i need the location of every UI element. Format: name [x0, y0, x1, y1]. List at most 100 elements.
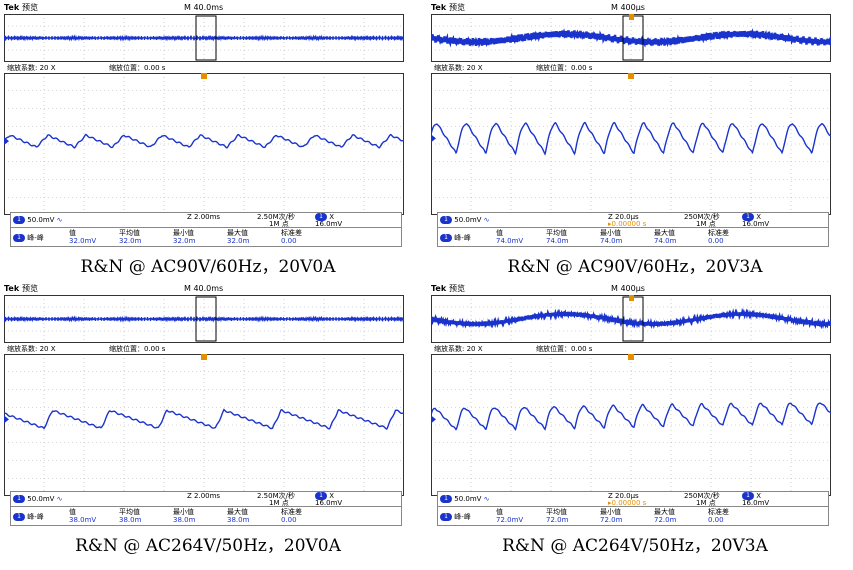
sample-rate: 250M次/秒: [684, 492, 720, 500]
record-points: 1M 点: [696, 499, 716, 507]
zoom-trace: [4, 408, 404, 430]
header-min: 最小值: [600, 229, 621, 237]
trigger-source: 1 X: [315, 492, 334, 500]
value-mean: 72.0m: [546, 516, 569, 524]
header-stddev: 标准差: [281, 508, 302, 516]
trigger-channel-badge: 1: [315, 492, 327, 500]
scope-header: Tek 预览 M 40.0ms: [4, 2, 412, 14]
header-min: 最小值: [173, 229, 194, 237]
measure-channel-badge: 1: [440, 513, 452, 521]
channel-scale: 1 50.0mV ∿: [440, 216, 490, 224]
panel-caption: R&N @ AC90V/60Hz，20V0A: [80, 257, 336, 277]
status-box: 1 50.0mV ∿ Z 2.00ms 2.50M次/秒 1M 点 1 X 16…: [10, 212, 402, 228]
zoom-screen: [431, 73, 831, 215]
channel-scale: 1 50.0mV ∿: [440, 495, 490, 503]
channel-1-badge: 1: [13, 495, 25, 503]
header-min: 最小值: [173, 508, 194, 516]
header-mean: 平均值: [119, 508, 140, 516]
measurement-box: 1 峰-峰 值 平均值 最小值 最大值 标准差 38.0mV 38.0m 38.…: [10, 506, 402, 526]
bandwidth-icon: ∿: [56, 216, 63, 224]
zoom-position-label: 缩放位置：0.00 s: [109, 345, 166, 353]
measure-channel-badge: 1: [440, 234, 452, 242]
measure-type: 1 峰-峰: [440, 234, 471, 242]
zoom-window: [195, 15, 217, 61]
value-current: 38.0mV: [69, 516, 97, 524]
overview-trace: [431, 307, 831, 330]
scope-panel-3: Tek 预览 M 40.0ms 缩放系数: 20 X 缩放位置：0.00 s 1…: [4, 283, 412, 563]
value-max: 38.0m: [227, 516, 250, 524]
scope-header: Tek 预览 M 400µs: [431, 2, 839, 14]
header-max: 最大值: [227, 508, 248, 516]
timebase-label: M 40.0ms: [184, 284, 224, 293]
overview-screen: [4, 295, 404, 343]
value-current: 72.0mV: [496, 516, 524, 524]
sample-rate: 2.50M次/秒: [257, 213, 295, 221]
status-box: 1 50.0mV ∿ Z 2.00ms 2.50M次/秒 1M 点 1 X 16…: [10, 491, 402, 507]
brand-label: Tek: [4, 284, 20, 293]
overview-trace: [431, 28, 831, 49]
zoom-screen: [431, 354, 831, 496]
trigger-marker-icon: [629, 14, 634, 20]
trigger-channel-badge: 1: [315, 213, 327, 221]
brand-label: Tek: [4, 3, 20, 12]
trigger-source: 1 X: [742, 492, 761, 500]
channel-scale: 1 50.0mV ∿: [13, 495, 63, 503]
mode-label: 预览: [22, 284, 38, 293]
measurement-box: 1 峰-峰 值 平均值 最小值 最大值 标准差 74.0mV 74.0m 74.…: [437, 227, 829, 247]
channel-scale: 1 50.0mV ∿: [13, 216, 63, 224]
sample-rate: 2.50M次/秒: [257, 492, 295, 500]
measure-channel-badge: 1: [13, 513, 25, 521]
trigger-level: 16.0mV: [742, 220, 770, 228]
bandwidth-icon: ∿: [56, 495, 63, 503]
channel-1-badge: 1: [440, 495, 452, 503]
header-mean: 平均值: [119, 229, 140, 237]
trigger-level: 16.0mV: [742, 499, 770, 507]
zoom-window: [195, 296, 217, 342]
header-value: 值: [69, 229, 76, 237]
zoom-bar: 缩放系数: 20 X 缩放位置：0.00 s: [4, 63, 412, 73]
value-max: 72.0m: [654, 516, 677, 524]
zoom-position-label: 缩放位置：0.00 s: [536, 345, 593, 353]
record-points: 1M 点: [269, 220, 289, 228]
trigger-source: 1 X: [315, 213, 334, 221]
zoom-time: Z 2.00ms: [187, 492, 221, 500]
header-stddev: 标准差: [281, 229, 302, 237]
sample-rate: 250M次/秒: [684, 213, 720, 221]
timebase-label: M 400µs: [611, 3, 645, 12]
trigger-t-icon: [628, 73, 634, 79]
channel-marker-icon: [4, 316, 8, 322]
zoom-factor-label: 缩放系数: 20 X: [434, 345, 483, 353]
zoom-time: Z 20.0µs: [608, 492, 639, 500]
status-box: 1 50.0mV ∿ Z 20.0µs ▸0.00000 s 250M次/秒 1…: [437, 212, 829, 228]
measure-channel-badge: 1: [13, 234, 25, 242]
zoom-trace: [431, 121, 831, 156]
value-mean: 32.0m: [119, 237, 142, 245]
header-mean: 平均值: [546, 229, 567, 237]
record-points: 1M 点: [696, 220, 716, 228]
value-min: 32.0m: [173, 237, 196, 245]
header-min: 最小值: [600, 508, 621, 516]
zoom-bar: 缩放系数: 20 X 缩放位置：0.00 s: [4, 344, 412, 354]
brand-label: Tek: [431, 3, 447, 12]
scope-panel-2: Tek 预览 M 400µs 缩放系数: 20 X 缩放位置：0.00 s 1 …: [431, 2, 839, 282]
trigger-t-icon: [201, 354, 207, 360]
scope-header: Tek 预览 M 400µs: [431, 283, 839, 295]
measure-type: 1 峰-峰: [13, 513, 44, 521]
header-max: 最大值: [654, 229, 675, 237]
brand-label: Tek: [431, 284, 447, 293]
trigger-level: 16.0mV: [315, 220, 343, 228]
header-stddev: 标准差: [708, 229, 729, 237]
panel-caption: R&N @ AC264V/50Hz，20V3A: [502, 536, 768, 556]
trigger-source: 1 X: [742, 213, 761, 221]
trigger-delay: ▸0.00000 s: [608, 220, 647, 228]
header-max: 最大值: [654, 508, 675, 516]
measurement-box: 1 峰-峰 值 平均值 最小值 最大值 标准差 32.0mV 32.0m 32.…: [10, 227, 402, 247]
zoom-position-label: 缩放位置：0.00 s: [536, 64, 593, 72]
timebase-label: M 40.0ms: [184, 3, 224, 12]
header-max: 最大值: [227, 229, 248, 237]
graticule: [4, 73, 404, 215]
header-value: 值: [69, 508, 76, 516]
header-stddev: 标准差: [708, 508, 729, 516]
overview-screen: [431, 295, 831, 343]
measure-type: 1 峰-峰: [440, 513, 471, 521]
